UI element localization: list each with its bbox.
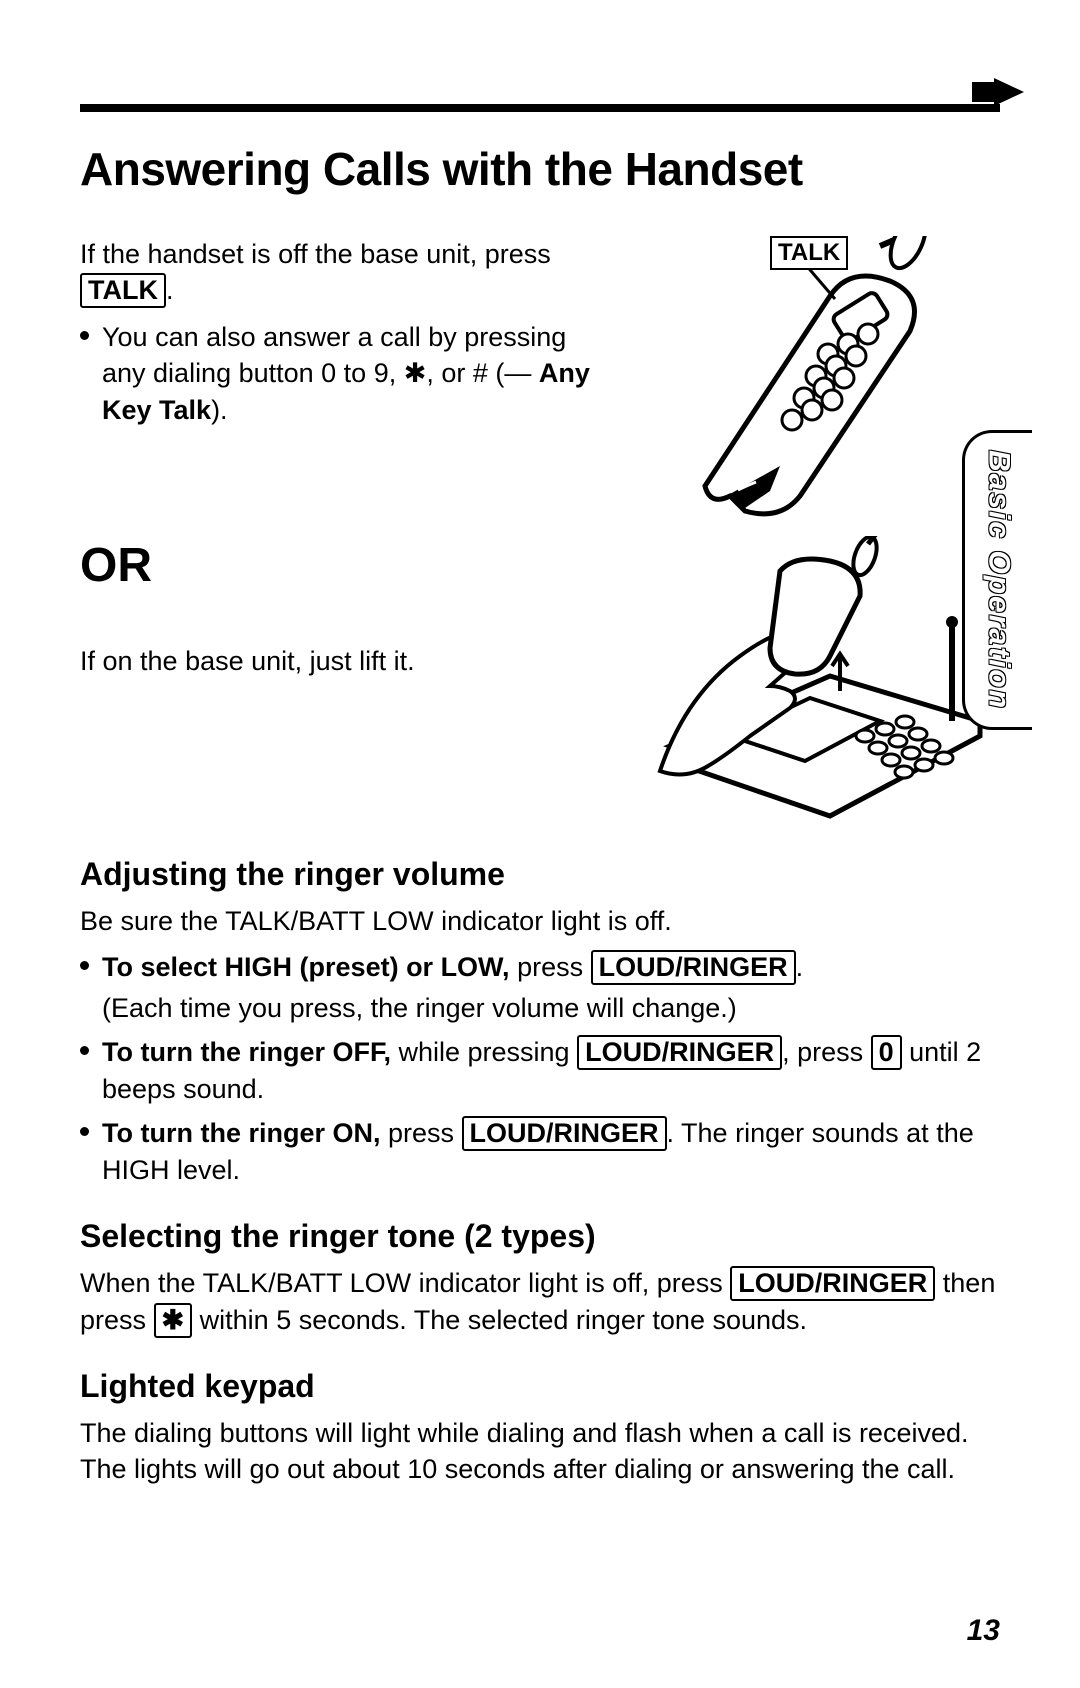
bullet1-text: You can also answer a call by pressing a… bbox=[102, 322, 566, 388]
keypad-heading: Lighted keypad bbox=[80, 1368, 1000, 1405]
intro-row: If the handset is off the base unit, pre… bbox=[80, 236, 1000, 826]
section-tab: Basic Operation bbox=[962, 430, 1032, 730]
adjust-b2-bold: To turn the ringer OFF, bbox=[102, 1037, 391, 1067]
loud-ringer-key-4: LOUD/RINGER bbox=[730, 1266, 935, 1301]
loud-ringer-key-3: LOUD/RINGER bbox=[462, 1116, 667, 1151]
adjust-b3-rest: press bbox=[381, 1118, 462, 1148]
adjust-b3: To turn the ringer ON, press LOUD/RINGER… bbox=[80, 1115, 1000, 1188]
tone-heading: Selecting the ringer tone (2 types) bbox=[80, 1218, 1000, 1255]
adjust-line1: Be sure the TALK/BATT LOW indicator ligh… bbox=[80, 903, 1000, 939]
intro-text: If the handset is off the base unit, pre… bbox=[80, 236, 600, 309]
keypad-text: The dialing buttons will light while dia… bbox=[80, 1415, 1000, 1488]
adjust-b2-mid: , press bbox=[782, 1037, 871, 1067]
page-number: 13 bbox=[967, 1614, 1000, 1648]
adjust-b3-bold: To turn the ringer ON, bbox=[102, 1118, 381, 1148]
adjust-b1: To select HIGH (preset) or LOW, press LO… bbox=[80, 949, 1000, 1026]
loud-ringer-key: LOUD/RINGER bbox=[591, 950, 796, 985]
lift-text: If on the base unit, just lift it. bbox=[80, 643, 600, 679]
adjust-b2-rest: while pressing bbox=[391, 1037, 577, 1067]
intro-after: . bbox=[166, 275, 174, 305]
any-key-talk-bullet: You can also answer a call by pressing a… bbox=[80, 319, 600, 428]
page-title: Answering Calls with the Handset bbox=[80, 142, 1000, 196]
tone-t1: When the TALK/BATT LOW indicator light i… bbox=[80, 1268, 730, 1298]
intro-before: If the handset is off the base unit, pre… bbox=[80, 239, 551, 269]
tone-t3: within 5 seconds. The selected ringer to… bbox=[192, 1305, 807, 1335]
adjust-b1-bold: To select HIGH (preset) or LOW, bbox=[102, 952, 510, 982]
continue-arrow-icon bbox=[994, 78, 1024, 106]
talk-callout: TALK bbox=[770, 236, 848, 270]
adjust-b1-rest: press bbox=[510, 952, 591, 982]
tone-text: When the TALK/BATT LOW indicator light i… bbox=[80, 1265, 1000, 1338]
adjust-b2: To turn the ringer OFF, while pressing L… bbox=[80, 1034, 1000, 1107]
or-label: OR bbox=[80, 538, 600, 593]
adjust-b1-tail: . bbox=[796, 952, 804, 982]
base-unit-figure bbox=[630, 536, 990, 826]
top-rule bbox=[80, 104, 1000, 112]
adjust-heading: Adjusting the ringer volume bbox=[80, 856, 1000, 893]
section-tab-label: Basic Operation bbox=[982, 450, 1016, 710]
zero-key: 0 bbox=[871, 1035, 902, 1070]
loud-ringer-key-2: LOUD/RINGER bbox=[577, 1035, 782, 1070]
bullet1-tail: ). bbox=[211, 395, 228, 425]
star-key: ✱ bbox=[154, 1303, 193, 1338]
handset-figure: TALK bbox=[650, 236, 970, 526]
adjust-b1-sub: (Each time you press, the ringer volume … bbox=[102, 990, 1000, 1026]
talk-key: TALK bbox=[80, 273, 166, 308]
